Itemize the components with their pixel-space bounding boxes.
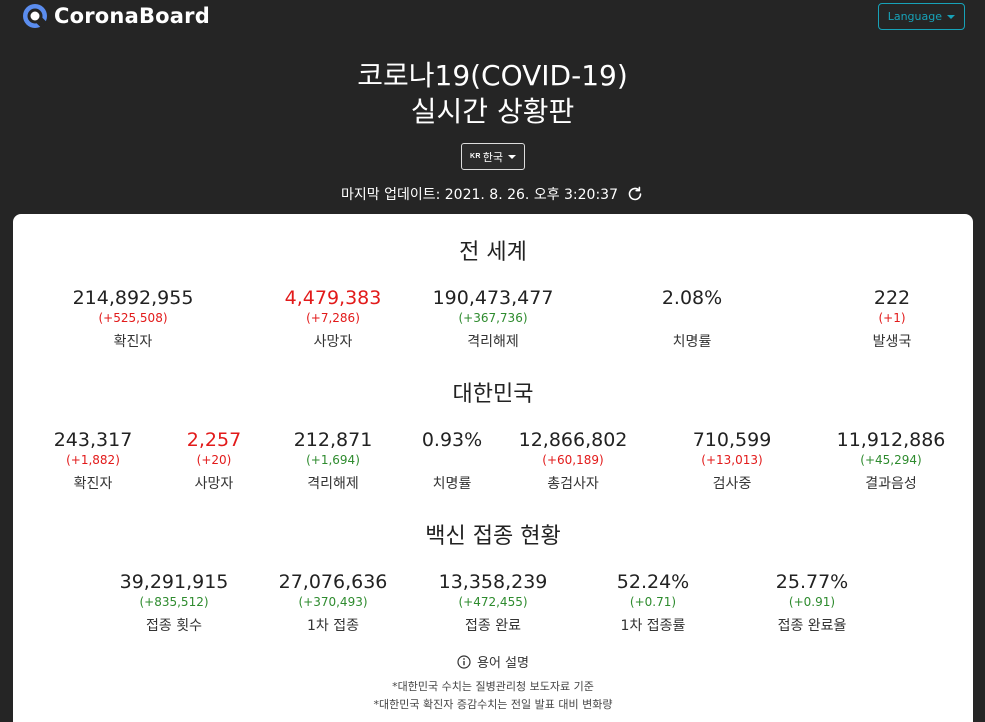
language-button-label: Language [887,10,942,23]
stat-label: 1차 접종률 [620,618,686,634]
stat-value: 243,317 [53,429,133,451]
vaccine-first-dose-rate: 52.24% (+0.71) 1차 접종률 [617,570,689,635]
stat-delta: (+7,286) [306,311,360,325]
stat-label: 치명률 [672,334,712,350]
stat-value: 2.08% [661,287,723,309]
coronaboard-logo-icon [23,4,47,28]
world-deaths: 4,479,383 (+7,286) 사망자 [285,286,382,351]
stat-delta: (+525,508) [98,311,168,325]
page-title-line2: 실시간 상황판 [410,95,575,128]
glossary-link[interactable]: 용어 설명 [13,652,973,671]
stat-label: 결과음성 [865,476,917,492]
korea-fatality-rate: 0.93% 치명률 [422,428,482,493]
stat-delta: (+367,736) [458,311,528,325]
stat-value: 25.77% [775,571,849,593]
stats-card: 전 세계 214,892,955 (+525,508) 확진자 4,479,38… [13,214,973,722]
stat-value: 222 [873,287,911,309]
refresh-icon[interactable] [626,185,644,203]
korea-testing: 710,599 (+13,013) 검사중 [693,428,772,493]
stat-label: 치명률 [432,476,472,492]
stat-delta: (+1) [878,311,906,325]
country-label: 한국 [482,151,503,164]
stat-label: 격리해제 [307,476,359,492]
stat-delta: (+0.71) [629,595,677,609]
vaccine-section-title: 백신 접종 현황 [425,524,561,549]
footnote-source: *대한민국 수치는 질병관리청 보도자료 기준 [392,680,594,693]
stat-label: 접종 완료율 [777,618,847,634]
glossary-label: 용어 설명 [477,656,529,671]
korea-total-tested: 12,866,802 (+60,189) 총검사자 [519,428,628,493]
stat-delta [662,310,722,326]
stat-value: 214,892,955 [72,287,194,309]
stat-label: 총검사자 [547,476,599,492]
chevron-down-icon [947,14,955,19]
stat-label: 1차 접종 [306,618,359,634]
stat-value: 52.24% [616,571,690,593]
stat-value: 710,599 [692,429,772,451]
vaccine-total-doses: 39,291,915 (+835,512) 접종 횟수 [120,570,229,635]
stat-delta: (+370,493) [298,595,368,609]
stat-value: 39,291,915 [119,571,229,593]
vaccine-completed-rate: 25.77% (+0.91) 접종 완료율 [776,570,848,635]
stat-delta: (+472,455) [458,595,528,609]
last-update: 마지막 업데이트: 2021. 8. 26. 오후 3:20:37 [0,184,985,204]
stat-value: 13,358,239 [438,571,548,593]
stat-label: 검사중 [712,476,752,492]
stat-value: 11,912,886 [836,429,946,451]
stat-label: 사망자 [194,476,234,492]
stat-value: 0.93% [421,429,483,451]
stat-value: 2,257 [186,429,242,451]
last-update-text: 마지막 업데이트: 2021. 8. 26. 오후 3:20:37 [340,187,618,203]
stat-label: 확진자 [113,334,153,350]
chevron-down-icon [507,154,516,159]
korea-deaths: 2,257 (+20) 사망자 [187,428,241,493]
world-confirmed: 214,892,955 (+525,508) 확진자 [73,286,194,351]
language-dropdown-button[interactable]: Language [877,3,965,30]
korea-negative: 11,912,886 (+45,294) 결과음성 [837,428,946,493]
vaccine-completed: 13,358,239 (+472,455) 접종 완료 [439,570,548,635]
stat-label: 발생국 [872,334,912,350]
page-title: 코로나19(COVID-19) 실시간 상황판 [0,58,985,130]
stat-delta: (+1,882) [66,453,120,467]
country-flag-icon: KR [470,153,481,160]
info-icon [457,654,471,669]
stat-delta: (+835,512) [139,595,209,609]
page-title-line1: 코로나19(COVID-19) [357,59,628,92]
world-recovered: 190,473,477 (+367,736) 격리해제 [433,286,554,351]
stat-delta: (+1,694) [306,453,360,467]
stat-label: 접종 완료 [465,618,521,634]
world-section-title: 전 세계 [459,240,527,265]
stat-delta: (+20) [196,453,232,467]
brand-logo[interactable]: CoronaBoard [22,3,210,29]
world-countries: 222 (+1) 발생국 [873,286,912,351]
stat-value: 12,866,802 [518,429,628,451]
stat-label: 접종 횟수 [146,618,202,634]
stat-value: 190,473,477 [432,287,554,309]
footnote-delta: *대한민국 확진자 증감수치는 전일 발표 대비 변화량 [373,698,613,711]
stat-label: 사망자 [313,334,353,350]
vaccine-first-dose: 27,076,636 (+370,493) 1차 접종 [279,570,388,635]
stat-value: 212,871 [293,429,373,451]
stat-delta: (+0.91) [788,595,836,609]
korea-recovered: 212,871 (+1,694) 격리해제 [294,428,373,493]
brand-name: CoronaBoard [54,4,210,28]
stat-value: 4,479,383 [284,287,382,309]
world-fatality-rate: 2.08% 치명률 [662,286,722,351]
stat-label: 격리해제 [467,334,519,350]
stat-delta: (+45,294) [860,453,922,467]
korea-section-title: 대한민국 [452,382,534,407]
stat-delta [422,452,482,468]
stat-label: 확진자 [73,476,113,492]
stat-delta: (+13,013) [701,453,763,467]
stat-delta: (+60,189) [542,453,604,467]
top-navbar: CoronaBoard Language [0,0,985,40]
korea-confirmed: 243,317 (+1,882) 확진자 [54,428,133,493]
country-dropdown-button[interactable]: KR 한국 [461,143,525,170]
stat-value: 27,076,636 [278,571,388,593]
